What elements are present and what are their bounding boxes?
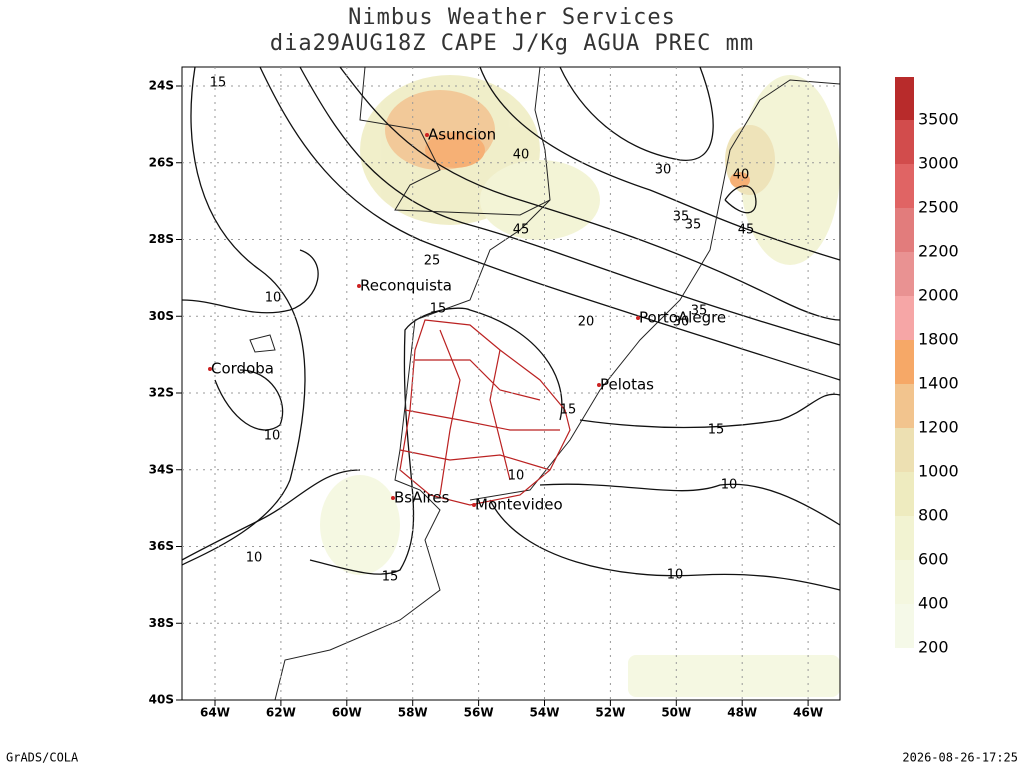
lon-label: 48W xyxy=(727,706,757,720)
colorbar-label: 3000 xyxy=(918,154,959,173)
contour-label: 10 xyxy=(667,568,684,583)
colorbar-label: 1200 xyxy=(918,418,959,437)
city-label: PortoAlegre xyxy=(639,309,726,327)
lat-label: 40S xyxy=(149,693,174,707)
colorbar-box xyxy=(895,208,914,252)
colorbar-label: 1000 xyxy=(918,462,959,481)
city-label: Montevideo xyxy=(475,496,563,514)
contour-label: 15 xyxy=(560,403,577,418)
city-dot xyxy=(472,503,476,507)
contour-label: 45 xyxy=(513,223,530,238)
lon-label: 58W xyxy=(398,706,428,720)
contour-label: 25 xyxy=(424,254,441,269)
contour-label: 30 xyxy=(655,163,672,178)
city-dot xyxy=(597,383,601,387)
lat-label: 26S xyxy=(149,155,174,169)
city-label: BsAires xyxy=(394,489,450,507)
lat-label: 32S xyxy=(149,386,174,400)
colorbar-box xyxy=(895,164,914,208)
colorbar-box xyxy=(895,120,914,164)
lon-label: 62W xyxy=(266,706,296,720)
city-dot xyxy=(391,496,395,500)
colorbar-box xyxy=(895,560,914,604)
colorbar-box xyxy=(895,516,914,560)
colorbar-label: 400 xyxy=(918,594,949,613)
colorbar-label: 600 xyxy=(918,550,949,569)
borders xyxy=(399,319,571,506)
city-dot xyxy=(208,367,212,371)
city-label: Pelotas xyxy=(600,376,654,394)
colorbar-label: 800 xyxy=(918,506,949,525)
colorbar-box xyxy=(895,296,914,340)
map-frame xyxy=(181,66,841,701)
colorbar-label: 2000 xyxy=(918,286,959,305)
lon-label: 60W xyxy=(332,706,362,720)
contour-label: 35 xyxy=(685,218,702,233)
lat-label: 28S xyxy=(149,232,174,246)
lat-label: 24S xyxy=(149,79,174,93)
city-dot xyxy=(357,284,361,288)
lat-label: 36S xyxy=(149,539,174,553)
contour-label: 45 xyxy=(738,223,755,238)
colorbar-label: 1400 xyxy=(918,374,959,393)
contour-label: 10 xyxy=(721,478,738,493)
colorbar-box xyxy=(895,77,914,120)
colorbar-box xyxy=(895,384,914,428)
contours xyxy=(181,66,841,591)
contour-label: 15 xyxy=(210,76,227,91)
contour-label: 40 xyxy=(513,148,530,163)
colorbar-label: 2200 xyxy=(918,242,959,261)
contour-label: 15 xyxy=(430,302,447,317)
lon-label: 46W xyxy=(793,706,823,720)
footer-left: GrADS/COLA xyxy=(6,751,79,765)
contour-label: 10 xyxy=(265,291,282,306)
city-dot xyxy=(425,133,429,137)
subtitle: dia29AUG18Z CAPE J/Kg AGUA PREC mm xyxy=(270,31,754,56)
lat-label: 38S xyxy=(149,616,174,630)
colorbar-box xyxy=(895,604,914,648)
colorbar-box xyxy=(895,340,914,384)
city-label: Asuncion xyxy=(428,126,496,144)
colorbar: 200 400 600 800 1000 1200 1400 1800 2000 2200 2500… xyxy=(895,77,959,657)
contour-label: 35 xyxy=(673,210,690,225)
colorbar-label: 1800 xyxy=(918,330,959,349)
contour-label: 20 xyxy=(578,315,595,330)
coastline xyxy=(249,66,841,701)
shading xyxy=(320,75,840,697)
city-label: Cordoba xyxy=(211,360,274,378)
lat-label: 30S xyxy=(149,309,174,323)
contour-label: 35 xyxy=(691,304,708,319)
footer-right: 2026-08-26-17:25 xyxy=(902,751,1018,765)
lon-label: 52W xyxy=(595,706,625,720)
contour-label: 10 xyxy=(264,429,281,444)
contour-label: 40 xyxy=(733,168,750,183)
city-label: Reconquista xyxy=(360,277,452,295)
colorbar-box xyxy=(895,252,914,296)
colorbar-box xyxy=(895,472,914,516)
title: Nimbus Weather Services xyxy=(348,5,676,30)
contour-label: 30 xyxy=(673,315,690,330)
lon-label: 64W xyxy=(200,706,230,720)
lat-label: 34S xyxy=(149,462,174,476)
lon-label: 54W xyxy=(530,706,560,720)
contour-label: 10 xyxy=(508,469,525,484)
contour-label: 15 xyxy=(382,570,399,585)
city-dot xyxy=(636,316,640,320)
colorbar-label: 2500 xyxy=(918,198,959,217)
contour-label: 10 xyxy=(246,551,263,566)
colorbar-box xyxy=(895,428,914,472)
colorbar-label: 3500 xyxy=(918,110,959,129)
lon-label: 50W xyxy=(661,706,691,720)
colorbar-label: 200 xyxy=(918,638,949,657)
lon-label: 56W xyxy=(464,706,494,720)
contour-label: 15 xyxy=(708,423,725,438)
